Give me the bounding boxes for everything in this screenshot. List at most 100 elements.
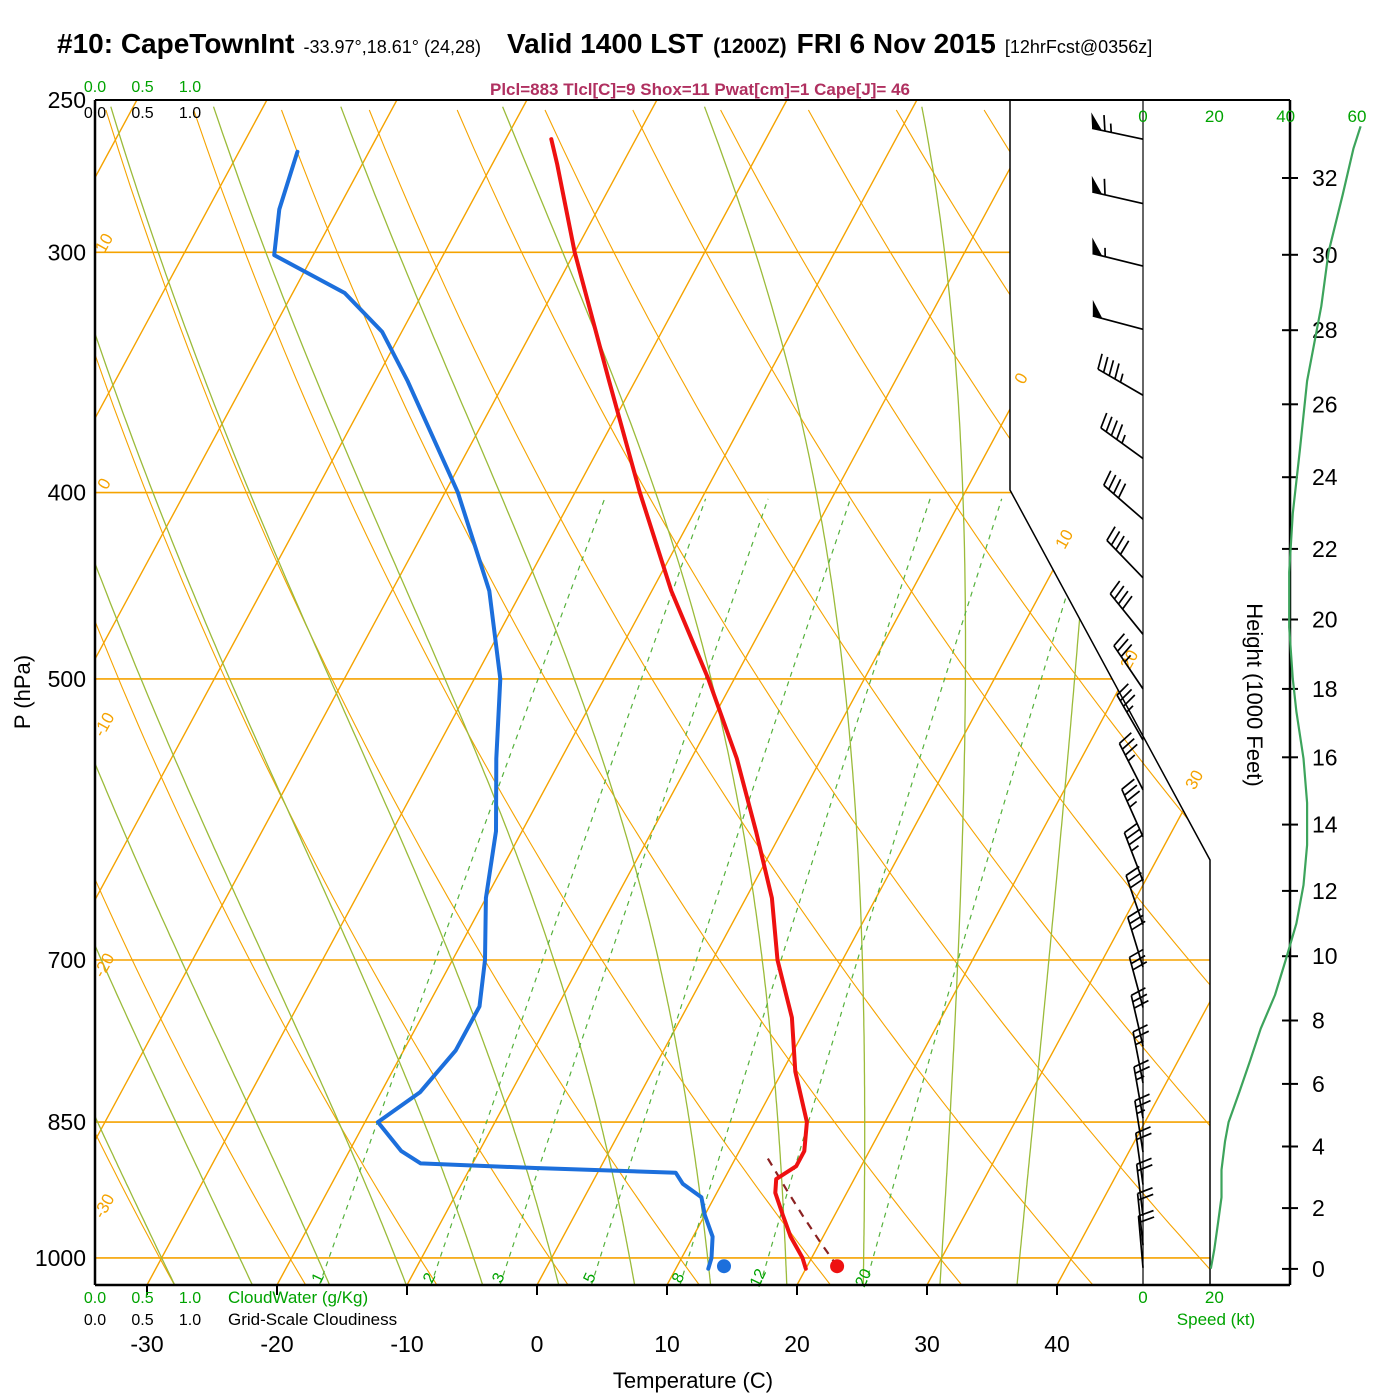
cloudiness-tick-bottom: 1.0 <box>179 1312 201 1329</box>
pressure-tick-label: 500 <box>48 666 86 692</box>
pressure-tick-label: 300 <box>48 239 86 265</box>
height-tick-label: 10 <box>1312 943 1338 969</box>
pressure-axis: 250 300 400 500 700 850 1000 P (hPa) <box>10 87 86 1271</box>
mixing-ratio-label: 2 <box>420 1270 439 1285</box>
pressure-tick-label: 250 <box>48 87 86 113</box>
temperature-tick-label: 0 <box>531 1331 544 1357</box>
temperature-tick-label: -30 <box>130 1331 163 1357</box>
wind-barb <box>1092 299 1144 331</box>
temperature-tick-label: -20 <box>260 1331 293 1357</box>
wind-barb <box>1100 412 1144 460</box>
wind-barb <box>1116 683 1144 741</box>
wind-barb <box>1118 732 1144 791</box>
pressure-tick-label: 1000 <box>35 1245 86 1271</box>
speed-tick-top: 60 <box>1348 107 1367 126</box>
title-bar: #10: CapeTownInt -33.97°,18.61° (24,28) … <box>57 28 1152 60</box>
mixing-ratio-label: 1 <box>309 1270 328 1285</box>
pressure-tick-label: 850 <box>48 1109 86 1135</box>
temperature-axis-title: Temperature (C) <box>613 1368 773 1393</box>
sounding-curves <box>272 137 845 1274</box>
speed-tick-top: 20 <box>1205 107 1224 126</box>
wind-barb <box>1091 175 1144 205</box>
cloudiness-tick-top: 0.5 <box>131 105 153 122</box>
cloudwater-scales: 0.0 0.0 0.5 0.5 1.0 1.0 0.0 0.0 0.5 0.5 1.0 1.0 Clou… <box>84 79 397 1329</box>
cloudwater-tick-bottom: 0.0 <box>84 1290 106 1307</box>
isotherm-label-right: 30 <box>1182 767 1208 793</box>
cloudiness-tick-top: 1.0 <box>179 105 201 122</box>
height-axis-title: Height (1000 Feet) <box>1242 603 1267 786</box>
height-tick-label: 2 <box>1312 1195 1325 1221</box>
plot-inner-boundary <box>1009 100 1211 1285</box>
wind-speed-curve <box>1209 125 1362 1269</box>
wind-barb <box>1128 948 1148 1008</box>
speed-tick-bottom: 20 <box>1205 1288 1224 1307</box>
height-tick-label: 24 <box>1312 464 1338 490</box>
wind-barb <box>1109 580 1144 635</box>
temperature-tick-label: 40 <box>1044 1331 1070 1357</box>
cloudwater-legend: CloudWater (g/Kg) <box>228 1288 368 1307</box>
cloudiness-tick-top: 0.0 <box>84 105 106 122</box>
height-tick-label: 0 <box>1312 1256 1325 1282</box>
forecast-tag: [12hrFcst@0356z] <box>1004 37 1153 57</box>
cloudwater-tick-bottom: 0.5 <box>131 1290 153 1307</box>
speed-axis-title: Speed (kt) <box>1177 1310 1255 1329</box>
isotherm-label-left: 0 <box>94 475 115 492</box>
pressure-gridlines <box>95 251 1210 1259</box>
pressure-tick-label: 400 <box>48 480 86 506</box>
wind-barb <box>1136 1187 1154 1246</box>
mixing-ratio-label: 8 <box>669 1270 688 1285</box>
height-tick-label: 30 <box>1312 242 1338 268</box>
temperature-tick-label: -10 <box>390 1331 423 1357</box>
height-tick-label: 16 <box>1312 744 1338 770</box>
height-tick-label: 12 <box>1312 878 1338 904</box>
surface-temperature-dot <box>830 1259 845 1274</box>
cloudiness-tick-bottom: 0.5 <box>131 1312 153 1329</box>
height-tick-label: 26 <box>1312 391 1338 417</box>
speed-tick-top: 40 <box>1276 107 1295 126</box>
temperature-tick-label: 10 <box>654 1331 680 1357</box>
moist-adiabats <box>95 106 1107 1285</box>
speed-tick-top: 0 <box>1138 107 1147 126</box>
mixing-ratio-label: 3 <box>489 1270 508 1285</box>
wind-barb-column <box>1091 112 1155 1268</box>
wind-barb <box>1113 633 1144 690</box>
wind-barb <box>1130 987 1149 1047</box>
mixing-ratio-lines <box>318 498 1097 1285</box>
height-tick-label: 8 <box>1312 1008 1325 1034</box>
parcel-path <box>764 1153 839 1267</box>
height-tick-label: 20 <box>1312 606 1338 632</box>
temperature-tick-label: 30 <box>914 1331 940 1357</box>
plot-frame <box>93 99 1292 1287</box>
height-tick-label: 4 <box>1312 1133 1325 1159</box>
isotherm-label-right: 0 <box>1011 370 1032 387</box>
stats-line: Plcl=883 Tlcl[C]=9 Shox=11 Pwat[cm]=1 Ca… <box>489 80 910 99</box>
station-title: #10: CapeTownInt <box>57 28 295 59</box>
temperature-tick-label: 20 <box>784 1331 810 1357</box>
valid-time: Valid 1400 LST <box>507 28 704 59</box>
valid-date: FRI 6 Nov 2015 <box>796 28 996 59</box>
valid-zulu: (1200Z) <box>713 35 787 58</box>
height-tick-label: 18 <box>1312 676 1338 702</box>
wind-barb <box>1133 1059 1150 1119</box>
wind-barb <box>1103 470 1144 520</box>
wind-barb <box>1121 778 1144 838</box>
cloudiness-legend: Grid-Scale Cloudiness <box>228 1310 397 1329</box>
height-tick-label: 32 <box>1312 165 1338 191</box>
cloudwater-tick-top: 1.0 <box>179 79 201 96</box>
height-tick-label: 6 <box>1312 1071 1325 1097</box>
cloudiness-tick-bottom: 0.0 <box>84 1312 106 1329</box>
dewpoint-curve <box>272 149 715 1271</box>
wind-barb <box>1097 353 1144 396</box>
cloudwater-tick-bottom: 1.0 <box>179 1290 201 1307</box>
wind-barb <box>1091 112 1144 140</box>
speed-tick-bottom: 0 <box>1138 1288 1147 1307</box>
wind-barb <box>1134 1093 1151 1153</box>
wind-barb <box>1135 1157 1153 1217</box>
surface-dewpoint-dot <box>717 1259 731 1274</box>
pressure-axis-title: P (hPa) <box>10 655 35 729</box>
